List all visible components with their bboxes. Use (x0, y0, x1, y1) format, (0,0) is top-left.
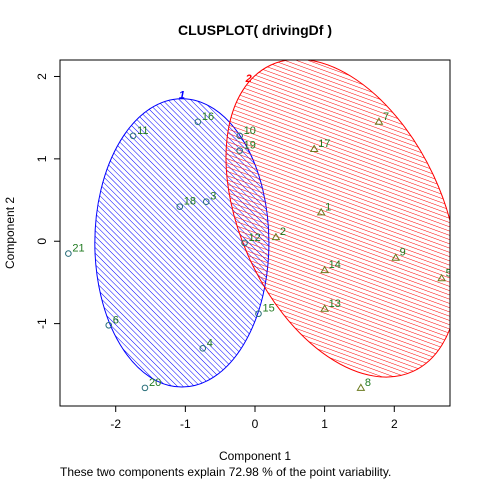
point-1-label: 1 (325, 201, 331, 213)
point-16-marker (194, 118, 202, 126)
point-19-marker (236, 147, 243, 154)
y-tick-label: 2 (35, 73, 49, 80)
x-tick-label: 0 (252, 417, 259, 431)
point-11-marker (129, 132, 137, 140)
point-8-label: 8 (365, 377, 371, 389)
point-9-marker (391, 253, 401, 261)
point-4-label: 4 (207, 337, 213, 349)
point-21-marker (65, 250, 72, 257)
point-18-label: 18 (184, 196, 196, 208)
point-7-marker (374, 117, 384, 125)
y-tick-label: 0 (35, 238, 49, 245)
point-6-marker (105, 321, 113, 329)
point-19-label: 19 (244, 140, 256, 152)
point-2-marker (271, 232, 281, 241)
point-12-label: 12 (249, 232, 261, 244)
point-1-marker (316, 207, 326, 216)
x-tick-label: 1 (321, 417, 328, 431)
point-7-label: 7 (383, 111, 389, 123)
point-6-label: 6 (113, 314, 119, 326)
y-tick-label: 1 (35, 155, 49, 162)
point-3-label: 3 (210, 191, 216, 203)
point-13-marker (320, 304, 330, 312)
point-13-label: 13 (329, 298, 341, 310)
variability-caption: These two components explain 72.98 % of … (60, 465, 391, 479)
point-17-marker (309, 144, 319, 152)
point-21-label: 21 (72, 243, 84, 255)
point-20-label: 20 (149, 377, 161, 389)
point-4-marker (199, 345, 207, 352)
x-tick-label: -1 (180, 417, 191, 431)
y-axis-label: Component 2 (3, 197, 17, 269)
cluster-2-ellipse (225, 60, 450, 378)
point-15-label: 15 (262, 303, 274, 315)
point-3-marker (202, 198, 210, 205)
point-12-marker (241, 239, 248, 247)
point-11-label: 11 (137, 125, 148, 137)
point-10-marker (236, 132, 243, 140)
x-axis: -2 -1 0 1 2 (110, 406, 398, 431)
cluster-2-label: 2 (245, 73, 252, 85)
point-17-label: 17 (318, 138, 330, 150)
point-14-label: 14 (329, 259, 341, 271)
x-tick-label: 2 (391, 417, 398, 431)
point-8-marker (356, 383, 366, 391)
point-5-label: 5 (446, 267, 452, 279)
y-axis: -1 0 1 2 (35, 73, 60, 329)
y-tick-label: -1 (35, 318, 49, 329)
chart-title: CLUSPLOT( drivingDf ) (178, 22, 332, 38)
point-10-label: 10 (244, 125, 256, 137)
point-18-marker (176, 203, 184, 210)
point-20-marker (141, 384, 149, 392)
point-16-label: 16 (202, 111, 214, 123)
point-15-marker (255, 310, 262, 318)
x-tick-label: -2 (110, 417, 121, 431)
x-axis-label: Component 1 (219, 449, 291, 463)
point-2-label: 2 (280, 226, 286, 238)
point-5-marker (437, 273, 447, 282)
point-14-marker (320, 265, 330, 274)
cluster-1-label: 1 (179, 90, 185, 102)
point-9-label: 9 (400, 247, 406, 259)
